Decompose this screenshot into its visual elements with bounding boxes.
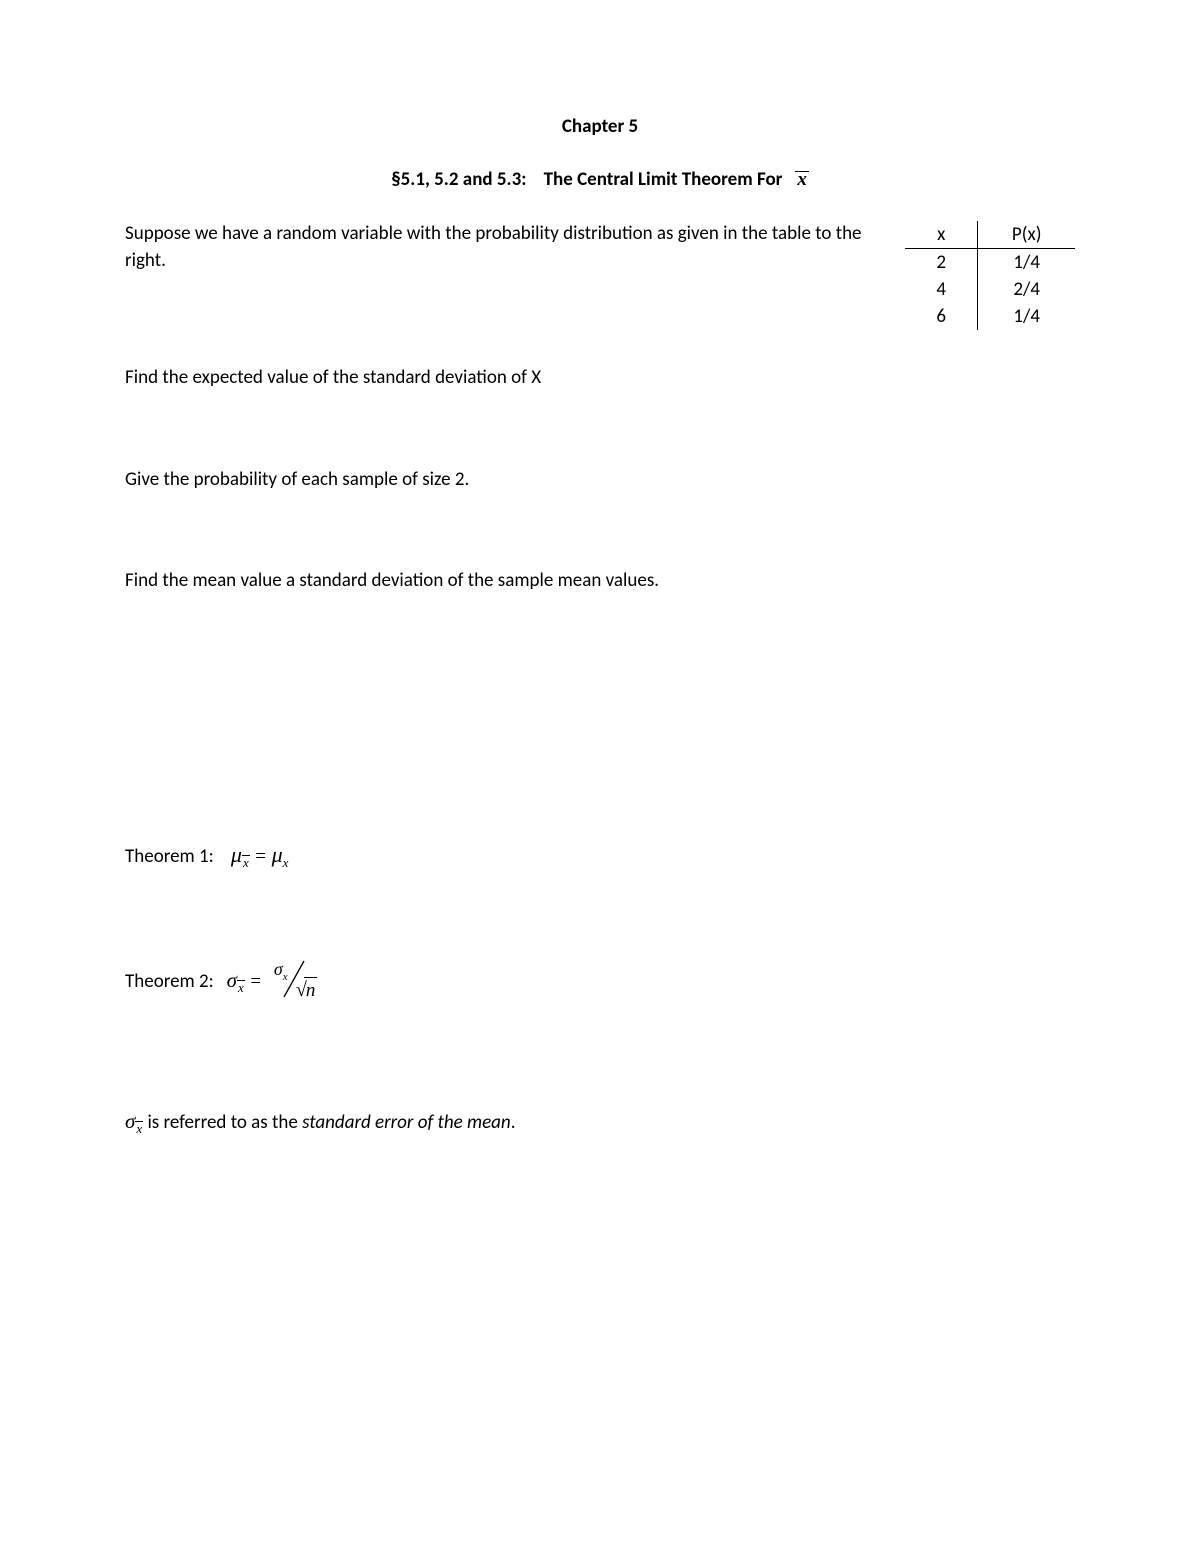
theorem-2: Theorem 2: σx = σx √n [125, 957, 1075, 1007]
footer-text: σx is referred to as the standard error … [125, 1107, 1075, 1138]
table-cell-x: 6 [905, 303, 978, 330]
question-1: Find the expected value of the standard … [125, 365, 1075, 392]
sqrt-wrap: √n [296, 976, 317, 1005]
chapter-title: Chapter 5 [125, 115, 1075, 138]
sigma-symbol: σ [125, 1109, 135, 1133]
theorem-2-label: Theorem 2: [125, 970, 214, 993]
subscript-x: x [283, 855, 289, 870]
section-prefix: §5.1, 5.2 and 5.3: [391, 168, 526, 191]
section-xbar: x [795, 169, 809, 191]
table-cell-x: 4 [905, 276, 978, 303]
mu-symbol: μ [231, 842, 242, 867]
section-title: §5.1, 5.2 and 5.3: The Central Limit The… [125, 168, 1075, 191]
intro-row: Suppose we have a random variable with t… [125, 221, 1075, 330]
question-2: Give the probability of each sample of s… [125, 467, 1075, 494]
equals-sign: = [254, 846, 272, 867]
table-row: 4 2/4 [905, 276, 1075, 303]
table-cell-px: 1/4 [978, 303, 1075, 330]
question-3: Find the mean value a standard deviation… [125, 568, 1075, 595]
table-header-row: x P(x) [905, 221, 1075, 249]
sqrt-argument: n [304, 977, 318, 1005]
subscript-xbar: x [135, 1120, 143, 1138]
table-header-x: x [905, 221, 978, 249]
footer-end: . [511, 1111, 516, 1134]
table-cell-x: 2 [905, 249, 978, 277]
equals-sign: = [249, 971, 262, 992]
table-header-px: P(x) [978, 221, 1075, 249]
probability-table: x P(x) 2 1/4 4 2/4 6 1/4 [905, 221, 1075, 330]
mu-symbol: μ [272, 842, 283, 867]
subscript-xbar: x [242, 854, 250, 872]
table-row: 2 1/4 [905, 249, 1075, 277]
intro-text: Suppose we have a random variable with t… [125, 221, 885, 274]
theorem-1-label: Theorem 1: [125, 845, 214, 868]
diagonal-fraction: σx √n [268, 957, 328, 1007]
section-name: The Central Limit Theorem For [544, 168, 783, 191]
sigma-symbol: σ [227, 968, 237, 992]
footer-part-1: is referred to as the [147, 1111, 302, 1134]
table-cell-px: 2/4 [978, 276, 1075, 303]
fraction-denominator: √n [296, 976, 317, 1005]
theorem-1: Theorem 1: μx = μx [125, 840, 1075, 872]
footer-italic: standard error of the mean [302, 1111, 511, 1134]
subscript-xbar: x [237, 979, 245, 997]
table-cell-px: 1/4 [978, 249, 1075, 277]
table-row: 6 1/4 [905, 303, 1075, 330]
